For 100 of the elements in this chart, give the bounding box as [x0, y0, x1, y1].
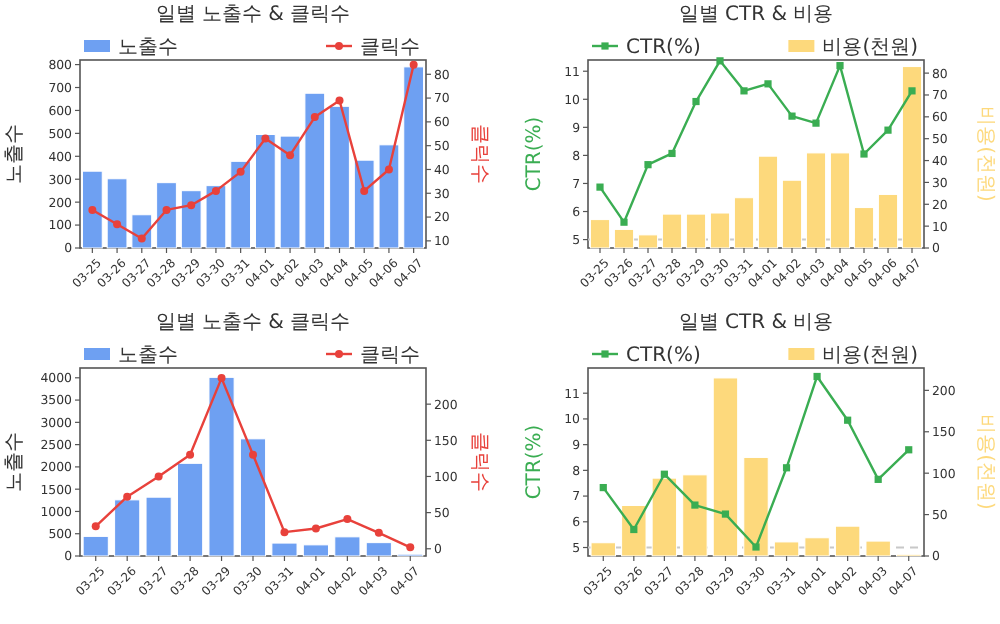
bar: [230, 160, 252, 249]
point: [860, 150, 868, 158]
bar: [302, 544, 329, 557]
chart-title: 일별 노출수 & 클릭수: [155, 4, 351, 26]
y2-axis-title: 클릭수: [468, 432, 490, 492]
legend-label: 비용(천원): [822, 37, 919, 59]
bar: [853, 207, 875, 249]
point: [154, 472, 163, 481]
legend-label: CTR(%): [626, 345, 701, 367]
point: [908, 87, 916, 95]
point: [844, 416, 852, 424]
bar: [82, 535, 109, 557]
bar: [829, 152, 851, 249]
point: [721, 510, 730, 518]
point: [630, 525, 638, 534]
bar: [661, 213, 683, 249]
point: [660, 470, 668, 478]
bar: [589, 219, 611, 249]
bar: [156, 182, 177, 249]
point: [644, 161, 652, 169]
y2-axis-title: 비용(천원): [974, 106, 996, 202]
bar: [877, 193, 899, 249]
point: [874, 475, 882, 483]
point: [599, 483, 607, 492]
bar: [804, 537, 830, 557]
bar: [239, 438, 267, 557]
point: [668, 149, 676, 158]
point: [261, 134, 270, 143]
point: [384, 165, 393, 174]
point: [217, 374, 226, 383]
point: [360, 186, 369, 195]
y-axis-title: 노출수: [4, 124, 26, 184]
bar: [733, 197, 755, 249]
bar: [685, 213, 707, 249]
bar: [805, 152, 827, 249]
point: [905, 446, 913, 454]
point: [187, 201, 196, 210]
bar: [365, 542, 392, 557]
bar: [81, 170, 103, 249]
y2-axis-title: 클릭수: [468, 124, 490, 184]
point: [692, 97, 700, 106]
bar: [682, 474, 708, 557]
bar: [208, 376, 235, 557]
point: [716, 57, 724, 65]
point: [836, 62, 844, 70]
point: [286, 151, 295, 160]
bar: [613, 228, 635, 249]
bar: [865, 540, 891, 557]
y-axis-title: 노출수: [4, 432, 26, 492]
bar: [637, 234, 659, 249]
bar: [901, 66, 923, 249]
legend-label: CTR(%): [626, 37, 701, 59]
point: [91, 522, 100, 531]
point: [409, 60, 418, 69]
bar: [329, 105, 350, 249]
point: [782, 464, 791, 472]
point: [280, 528, 289, 537]
bar: [757, 155, 779, 249]
point: [374, 528, 383, 537]
bar: [403, 66, 425, 249]
chart-title: 일별 CTR & 비용: [678, 312, 834, 334]
bar: [114, 499, 141, 557]
point: [113, 220, 122, 229]
legend-label: 비용(천원): [822, 345, 919, 367]
point: [764, 80, 772, 88]
point: [236, 167, 245, 176]
y2-axis-title: 비용(천원): [974, 414, 996, 510]
point: [620, 218, 628, 226]
point: [311, 524, 320, 533]
point: [211, 186, 220, 195]
point: [137, 234, 146, 243]
point: [88, 205, 97, 214]
bar: [590, 542, 616, 557]
point: [123, 492, 132, 501]
legend-label: 클릭수: [360, 37, 420, 59]
chart-title: 일별 노출수 & 클릭수: [155, 312, 351, 334]
bar: [254, 134, 276, 249]
bar: [651, 477, 678, 557]
point: [691, 501, 699, 509]
point: [186, 450, 195, 459]
bar: [712, 377, 739, 557]
point: [740, 87, 748, 95]
bar: [743, 456, 769, 557]
legend-label: 노출수: [118, 345, 178, 367]
bar: [773, 541, 800, 557]
point: [343, 515, 352, 524]
point: [813, 372, 821, 381]
y-axis-title: CTR(%): [524, 116, 546, 192]
point: [335, 96, 344, 105]
bar: [145, 496, 172, 557]
legend-label: 노출수: [118, 37, 178, 59]
bar: [271, 542, 298, 557]
point: [788, 112, 796, 120]
point: [162, 205, 171, 214]
legend-label: 클릭수: [360, 345, 420, 367]
bar: [781, 179, 803, 249]
point: [406, 543, 415, 552]
y-axis-title: CTR(%): [524, 424, 546, 500]
point: [884, 126, 892, 134]
point: [310, 113, 319, 122]
